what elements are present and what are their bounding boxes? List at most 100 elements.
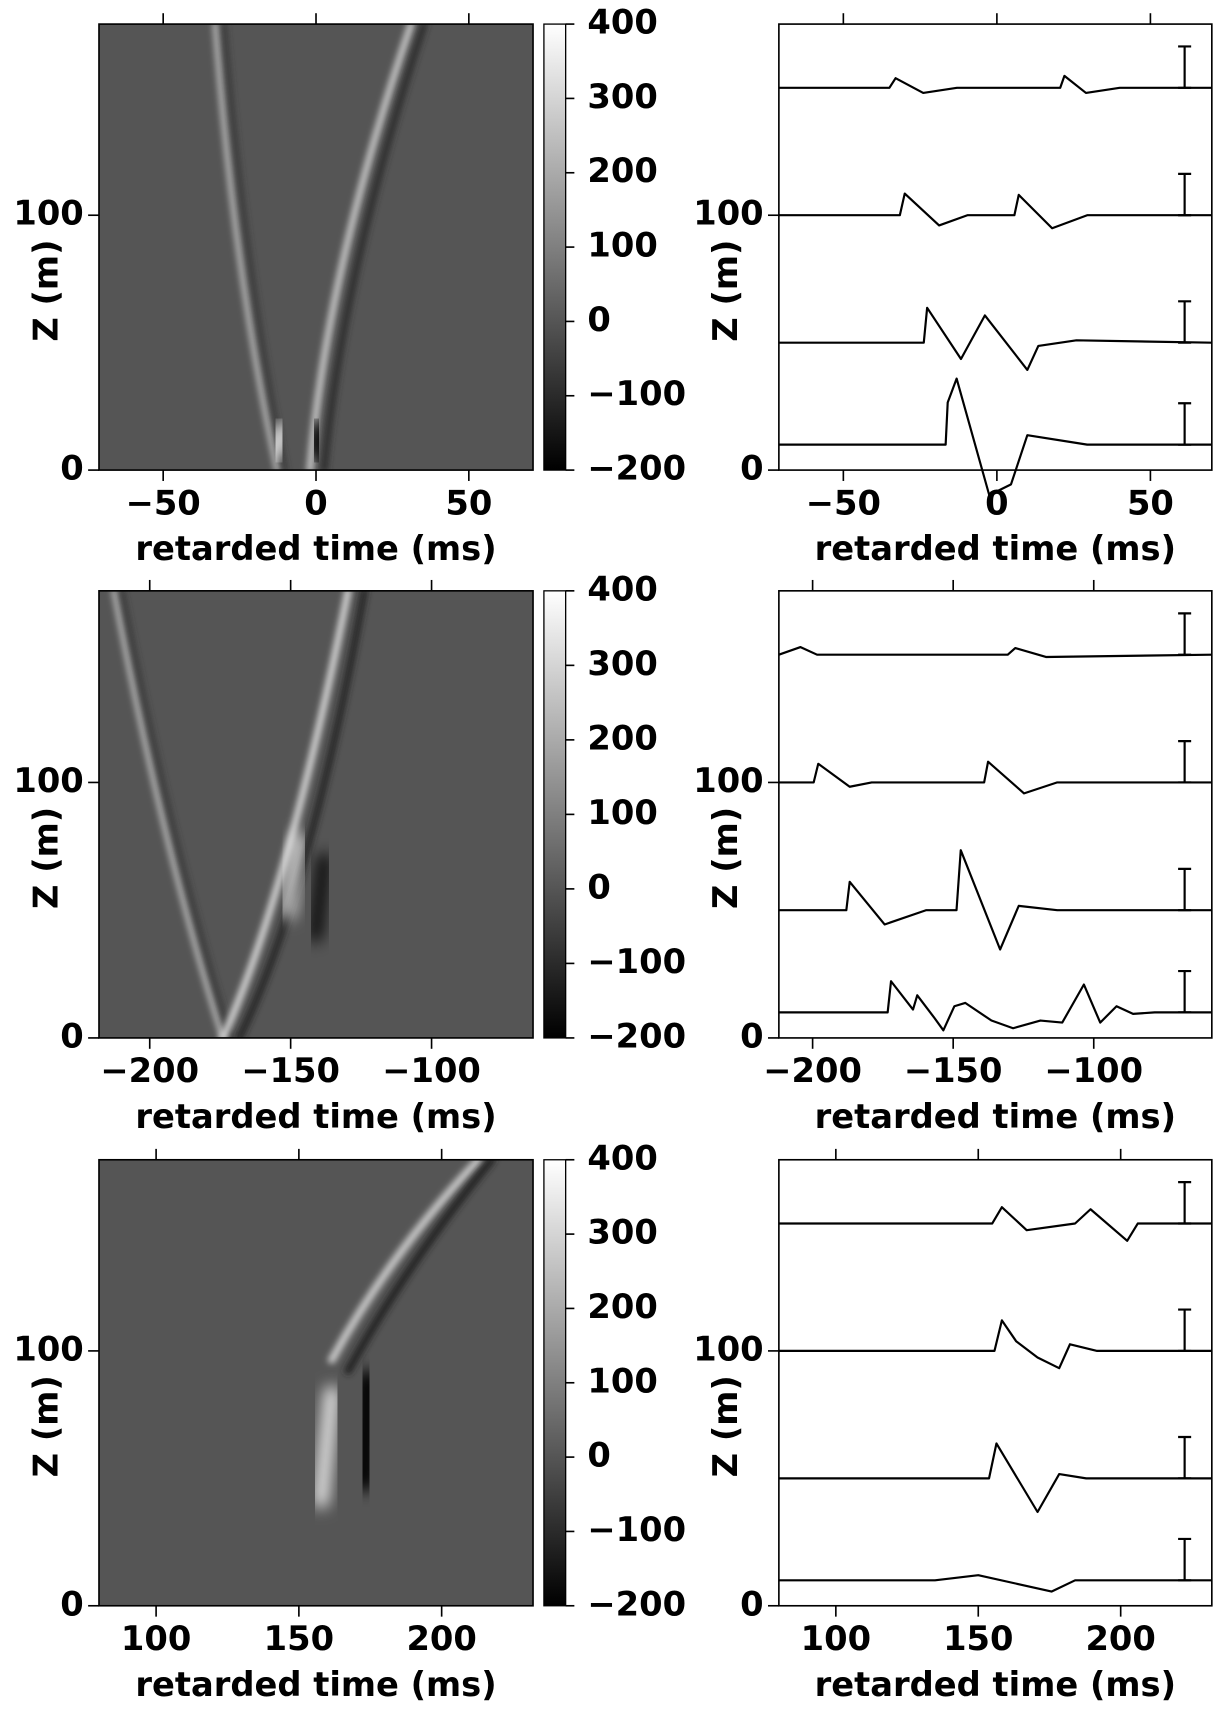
colorbar-tick-label: −100 <box>587 1510 686 1549</box>
x-tick-label: −50 <box>126 483 201 522</box>
colorbar-tick-label: 100 <box>587 793 657 832</box>
x-tick-label: −200 <box>763 1051 862 1090</box>
plot-frame <box>778 23 1213 471</box>
colorbar-tick-label: 300 <box>587 77 657 116</box>
y-tick-label: 100 <box>693 1329 763 1368</box>
colorbar-tick-label: −200 <box>587 1016 686 1055</box>
trace <box>778 74 1212 95</box>
x-axis-label: retarded time (ms) <box>135 529 496 568</box>
x-axis-label: retarded time (ms) <box>135 1665 496 1704</box>
heatmap-feature <box>221 24 288 471</box>
heatmap-feature <box>320 24 428 471</box>
scale-bar <box>1178 402 1192 446</box>
plot-frame <box>778 1158 1213 1607</box>
trace <box>778 377 1212 497</box>
x-tick-label: 200 <box>1085 1619 1155 1658</box>
heatmap-feature <box>269 422 289 460</box>
y-tick-label: 100 <box>13 761 83 800</box>
colorbar-tick-label: 0 <box>587 300 610 339</box>
colorbar-tick-label: −200 <box>587 449 686 488</box>
colorbar-tick-label: 400 <box>587 3 657 42</box>
heatmap-feature <box>352 1369 380 1492</box>
heatmap-features <box>314 1159 496 1508</box>
colorbar-tick-label: 0 <box>587 1436 610 1475</box>
colorbar <box>543 1159 567 1607</box>
x-tick-label: −150 <box>904 1051 1003 1090</box>
panel: −200 −100 0 100 200 300 400 −50 0 50 0 100 retarded … <box>13 3 686 569</box>
heatmap-frame <box>98 590 534 1039</box>
trace <box>778 1442 1212 1514</box>
heatmap-feature <box>282 832 305 920</box>
x-tick-label: −100 <box>1044 1051 1143 1090</box>
x-tick-label: 100 <box>801 1619 871 1658</box>
y-axis-label: Z (m) <box>706 807 745 909</box>
heatmap-feature <box>344 1159 496 1375</box>
scale-bar <box>1178 1181 1192 1225</box>
scale-bar <box>1178 969 1192 1014</box>
panel: −200 −150 −100 0 100 retarded time (ms) Z (m) <box>693 579 1213 1136</box>
x-tick-label: −100 <box>382 1051 481 1090</box>
trace <box>778 760 1212 795</box>
plot-frame <box>778 590 1213 1039</box>
colorbar-tick-label: −200 <box>587 1584 686 1623</box>
colorbar-tick-label: 400 <box>587 1138 657 1177</box>
colorbar-tick-label: 200 <box>587 1287 657 1326</box>
colorbar-tick-label: 300 <box>587 1213 657 1252</box>
x-tick-label: 50 <box>445 483 492 522</box>
heatmap-feature <box>306 24 415 471</box>
x-tick-label: −150 <box>241 1051 340 1090</box>
colorbar-tick-label: 400 <box>587 569 657 608</box>
y-axis-label: Z (m) <box>706 1375 745 1477</box>
colorbar-tick-label: 100 <box>587 1361 657 1400</box>
colorbar-tick-label: 100 <box>587 226 657 265</box>
x-axis-label: retarded time (ms) <box>135 1097 496 1136</box>
panel: −200 −100 0 100 200 300 400 −200 −150 −100 0 100 ret… <box>13 569 686 1136</box>
trace <box>778 1206 1212 1242</box>
x-tick-label: 0 <box>304 483 327 522</box>
x-tick-label: 100 <box>121 1619 191 1658</box>
y-tick-label: 100 <box>13 1329 83 1368</box>
trace <box>778 645 1212 659</box>
heatmap-feature <box>236 590 368 1038</box>
y-tick-label: 0 <box>740 449 763 488</box>
x-tick-label: −50 <box>806 483 881 522</box>
colorbar <box>543 590 567 1039</box>
colorbar-tick-label: 300 <box>587 644 657 683</box>
x-tick-label: 150 <box>264 1619 334 1658</box>
heatmap-feature <box>119 590 233 1038</box>
scale-bar <box>1178 867 1192 912</box>
y-tick-label: 0 <box>60 1016 83 1055</box>
y-tick-label: 0 <box>60 449 83 488</box>
heatmap-feature <box>111 590 226 1038</box>
heatmap-frame <box>98 1158 534 1607</box>
y-axis-label: Z (m) <box>26 1375 65 1477</box>
y-tick-label: 0 <box>740 1016 763 1055</box>
heatmap-feature <box>305 420 328 462</box>
x-axis-label: retarded time (ms) <box>815 529 1176 568</box>
heatmap-features <box>111 590 460 1038</box>
scale-bar <box>1178 740 1192 784</box>
x-axis-label: retarded time (ms) <box>815 1665 1176 1704</box>
y-tick-label: 100 <box>13 194 83 233</box>
y-axis-label: Z (m) <box>706 240 745 342</box>
trace <box>778 306 1212 371</box>
x-axis-label: retarded time (ms) <box>815 1097 1176 1136</box>
y-tick-label: 0 <box>740 1584 763 1623</box>
scale-bar <box>1178 1435 1192 1480</box>
heatmap-feature <box>327 1159 483 1364</box>
x-tick-label: 0 <box>985 483 1008 522</box>
y-tick-label: 100 <box>693 194 763 233</box>
x-tick-label: 200 <box>406 1619 476 1658</box>
trace <box>778 1319 1212 1370</box>
x-tick-label: 50 <box>1127 483 1174 522</box>
y-axis-label: Z (m) <box>26 807 65 909</box>
heatmap-feature <box>212 24 281 471</box>
x-tick-label: −200 <box>100 1051 199 1090</box>
trace <box>778 192 1212 230</box>
heatmap-feature <box>314 1386 339 1508</box>
trace <box>778 980 1212 1032</box>
panel: −50 0 50 0 100 retarded time (ms) Z (m) <box>693 13 1213 568</box>
